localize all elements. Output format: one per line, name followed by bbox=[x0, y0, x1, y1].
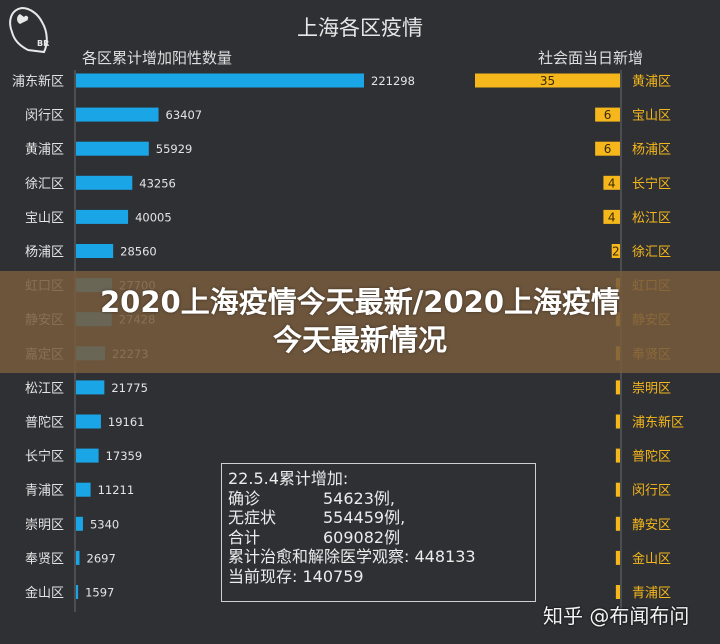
right-chart-subtitle: 社会面当日新增 bbox=[538, 49, 643, 67]
left-chart-subtitle: 各区累计增加阳性数量 bbox=[82, 49, 232, 67]
summary-row-asymptomatic: 无症状 554459例, bbox=[228, 508, 529, 528]
summary-recovered: 累计治愈和解除医学观察: 448133 bbox=[228, 547, 476, 566]
summary-header: 22.5.4累计增加: bbox=[228, 469, 349, 488]
left-bar bbox=[76, 414, 101, 429]
summary-row-confirmed: 确诊 54623例, bbox=[228, 489, 529, 509]
title-banner bbox=[0, 271, 720, 373]
left-bar bbox=[76, 448, 99, 463]
right-category-label: 杨浦区 bbox=[632, 143, 671, 158]
right-category-label: 长宁区 bbox=[632, 176, 671, 192]
right-category-label: 青浦区 bbox=[632, 586, 671, 601]
left-value-label: 21775 bbox=[111, 381, 148, 395]
summary-label: 无症状 bbox=[228, 508, 277, 527]
logo-text: BR bbox=[37, 39, 49, 48]
left-category-label: 松江区 bbox=[25, 381, 64, 396]
left-value-label: 19161 bbox=[108, 415, 145, 429]
chart-title: 上海各区疫情 bbox=[297, 16, 423, 40]
left-category-label: 闵行区 bbox=[25, 109, 64, 124]
right-bar bbox=[595, 141, 620, 156]
left-value-label: 221298 bbox=[371, 74, 415, 88]
left-value-label: 43256 bbox=[139, 176, 176, 190]
left-bar bbox=[76, 107, 159, 122]
right-category-label: 普陀区 bbox=[632, 449, 671, 465]
left-category-label: 奉贤区 bbox=[25, 552, 64, 567]
left-value-label: 40005 bbox=[135, 210, 172, 224]
summary-current: 当前现存: 140759 bbox=[228, 566, 364, 586]
left-bar bbox=[76, 209, 129, 224]
summary-value: 554459例, bbox=[323, 508, 406, 527]
parrot-logo-icon: BR bbox=[9, 6, 49, 54]
left-category-label: 宝山区 bbox=[25, 211, 64, 226]
left-bar bbox=[76, 516, 83, 531]
right-category-label: 闵行区 bbox=[632, 484, 671, 499]
left-category-label: 杨浦区 bbox=[25, 245, 64, 260]
right-value-label: 6 bbox=[604, 108, 612, 122]
right-category-label: 金山区 bbox=[632, 551, 671, 567]
left-category-label: 金山区 bbox=[25, 585, 64, 601]
right-category-label: 浦东新区 bbox=[632, 415, 684, 431]
left-category-label: 青浦区 bbox=[25, 484, 64, 499]
right-bar bbox=[615, 448, 620, 463]
watermark: 知乎 @布闻布问 bbox=[543, 604, 690, 628]
left-bar bbox=[76, 550, 80, 565]
banner-line-2: 今天最新情况 bbox=[272, 323, 447, 357]
banner-line-1: 2020上海疫情今天最新/2020上海疫情 bbox=[99, 285, 621, 319]
right-category-label: 黄浦区 bbox=[632, 75, 671, 90]
left-value-label: 2697 bbox=[87, 551, 116, 565]
right-category-label: 宝山区 bbox=[632, 109, 671, 124]
left-category-label: 浦东新区 bbox=[12, 74, 64, 90]
right-value-label: 6 bbox=[604, 142, 612, 156]
banner-title: 2020上海疫情今天最新/2020上海疫情 今天最新情况 bbox=[0, 283, 720, 359]
right-bar bbox=[603, 209, 620, 224]
summary-label: 确诊 bbox=[228, 488, 261, 508]
left-value-label: 63407 bbox=[166, 108, 203, 122]
right-bar bbox=[603, 175, 620, 190]
left-value-label: 17359 bbox=[106, 449, 143, 463]
right-bar bbox=[615, 516, 620, 531]
left-bar bbox=[76, 244, 114, 258]
left-bar bbox=[76, 141, 149, 156]
right-category-label: 静安区 bbox=[632, 518, 671, 533]
right-bar bbox=[615, 585, 620, 599]
right-value-label: 35 bbox=[540, 74, 555, 88]
summary-label: 合计 bbox=[228, 527, 261, 547]
summary-value: 609082例 bbox=[323, 527, 401, 547]
left-value-label: 11211 bbox=[98, 483, 135, 497]
right-bar bbox=[615, 380, 620, 395]
left-category-label: 徐汇区 bbox=[25, 177, 64, 192]
right-category-label: 崇明区 bbox=[632, 381, 671, 396]
left-bar-chart: 浦东新区 221298 闵行区 63407 黄浦区 55929 徐汇区 43256 宝山区 400… bbox=[12, 73, 415, 601]
left-category-label: 长宁区 bbox=[25, 449, 64, 465]
left-value-label: 5340 bbox=[90, 517, 119, 531]
left-category-label: 普陀区 bbox=[25, 415, 64, 431]
left-bar bbox=[76, 482, 91, 497]
right-bar bbox=[595, 107, 620, 122]
right-value-label: 4 bbox=[608, 176, 616, 190]
right-category-label: 徐汇区 bbox=[632, 245, 671, 260]
left-value-label: 55929 bbox=[156, 142, 193, 156]
left-value-label: 1597 bbox=[85, 586, 114, 600]
right-bar-chart: 35黄浦区6宝山区6杨浦区4长宁区4松江区2徐汇区虹口区静安区奉贤区崇明区浦东新… bbox=[475, 73, 684, 601]
left-bar bbox=[76, 585, 79, 599]
right-value-label: 2 bbox=[612, 245, 620, 259]
right-category-label: 松江区 bbox=[632, 211, 671, 226]
right-bar bbox=[615, 550, 620, 565]
left-category-label: 崇明区 bbox=[25, 518, 64, 533]
summary-row-total: 合计 609082例 bbox=[228, 528, 529, 548]
left-bar bbox=[76, 380, 105, 395]
summary-box: 22.5.4累计增加: 确诊 54623例, 无症状 554459例, 合计 6… bbox=[221, 463, 536, 602]
left-value-label: 28560 bbox=[120, 245, 157, 259]
summary-value: 54623例, bbox=[323, 488, 395, 508]
left-category-label: 黄浦区 bbox=[25, 143, 64, 158]
left-bar bbox=[76, 175, 133, 190]
right-bar bbox=[611, 244, 620, 258]
right-bar bbox=[615, 482, 620, 497]
right-bar bbox=[615, 414, 620, 429]
right-bar bbox=[475, 73, 620, 88]
right-value-label: 4 bbox=[608, 210, 616, 224]
left-bar bbox=[76, 73, 364, 88]
